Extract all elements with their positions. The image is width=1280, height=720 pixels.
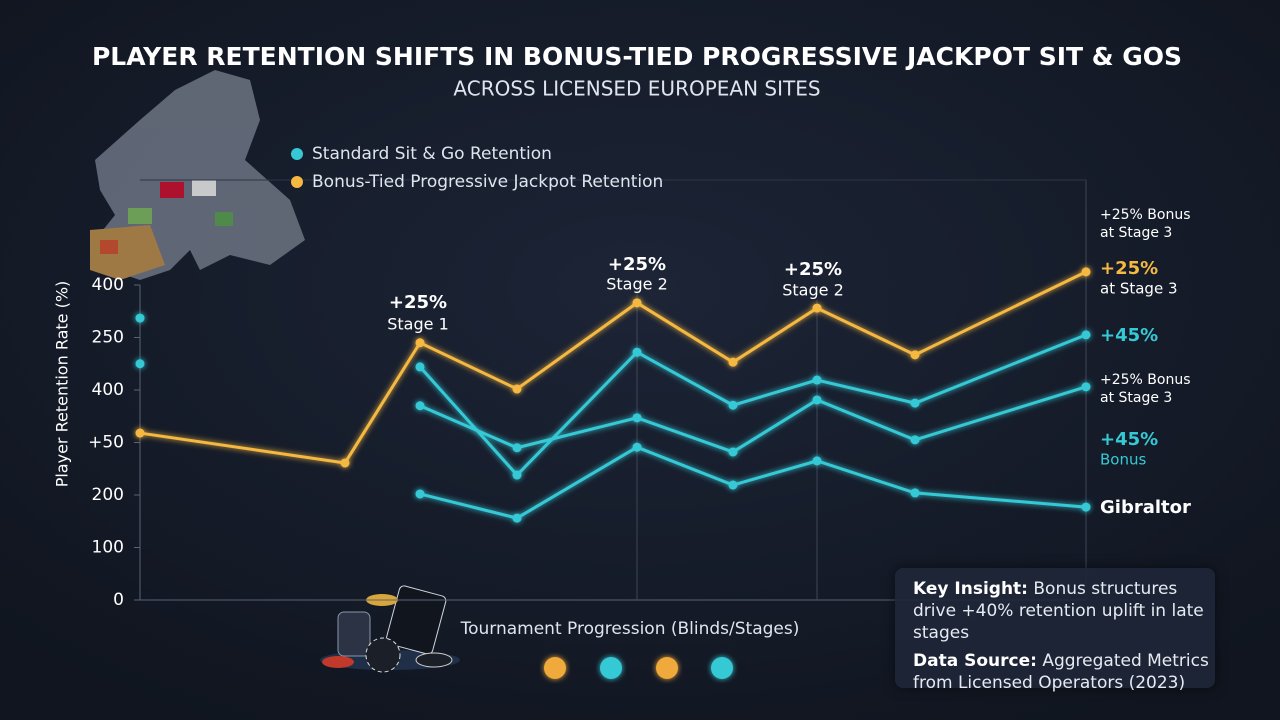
y-tick-label: 100 — [92, 538, 124, 558]
data-point — [632, 442, 642, 452]
annotation: +25% — [608, 254, 666, 275]
source: Data Source: Aggregated Metrics from Lic… — [913, 650, 1215, 694]
chart-title: PLAYER RETENTION SHIFTS IN BONUS-TIED PR… — [92, 42, 1182, 71]
data-point — [632, 347, 642, 357]
annotation: Stage 2 — [606, 275, 668, 294]
data-point — [135, 428, 145, 438]
insight-text: Bonus structures drive +40% retention up… — [913, 579, 1204, 643]
data-point — [632, 413, 642, 423]
data-point — [512, 443, 522, 453]
data-point — [910, 350, 920, 360]
data-point — [135, 313, 145, 323]
data-point — [1081, 267, 1091, 277]
data-point — [728, 447, 738, 457]
data-point — [415, 338, 425, 348]
annotation: at Stage 3 — [1100, 390, 1172, 406]
data-point — [135, 359, 145, 369]
data-point — [1081, 382, 1091, 392]
y-tick-label: 400 — [92, 275, 124, 295]
annotation: +45% — [1100, 429, 1158, 450]
data-point — [910, 435, 920, 445]
y-tick-label: +50 — [88, 433, 124, 453]
data-point — [415, 362, 425, 372]
annotation: +25% — [784, 259, 842, 280]
data-point — [812, 303, 822, 313]
annotation: Stage 1 — [387, 315, 449, 334]
y-tick-label: 400 — [92, 380, 124, 400]
y-axis-label: Player Retention Rate (%) — [53, 281, 72, 488]
annotation: +25% — [389, 292, 447, 313]
annotation: +25% — [1100, 258, 1158, 279]
series — [135, 359, 1091, 457]
flag-icon — [215, 212, 233, 226]
y-tick-label: 0 — [113, 590, 124, 610]
chart-subtitle: ACROSS LICENSED EUROPEAN SITES — [453, 77, 820, 101]
pot-icons — [544, 657, 733, 679]
data-point — [812, 375, 822, 385]
data-point — [512, 470, 522, 480]
data-point — [1081, 330, 1091, 340]
legend-swatch — [291, 148, 303, 160]
data-point — [728, 400, 738, 410]
series — [415, 442, 1091, 523]
source-text: Aggregated Metrics from Licensed Operato… — [913, 651, 1209, 693]
y-tick-label: 250 — [92, 328, 124, 348]
annotation: +25% Bonus — [1100, 207, 1191, 223]
flag-icon — [100, 240, 118, 254]
flag-icon — [160, 182, 184, 198]
annotation: at Stage 3 — [1100, 280, 1178, 298]
insight: Key Insight: Bonus structures drive +40%… — [913, 578, 1215, 644]
flag-icon — [192, 180, 216, 196]
x-axis-label: Tournament Progression (Blinds/Stages) — [460, 619, 800, 639]
map-decoration — [90, 70, 305, 280]
insight-label: Key Insight: — [913, 579, 1028, 599]
data-point — [910, 398, 920, 408]
legend-swatch — [291, 176, 303, 188]
data-point — [1081, 502, 1091, 512]
y-tick-label: 200 — [92, 485, 124, 505]
series — [135, 313, 1091, 480]
legend-label: Standard Sit & Go Retention — [312, 144, 552, 164]
data-point — [728, 480, 738, 490]
data-point — [812, 395, 822, 405]
data-point — [512, 384, 522, 394]
source-label: Data Source: — [913, 651, 1037, 671]
data-point — [415, 401, 425, 411]
annotation: Bonus — [1100, 451, 1146, 469]
annotation: +45% — [1100, 325, 1158, 346]
data-point — [632, 298, 642, 308]
annotation: at Stage 3 — [1100, 225, 1172, 241]
annotation: Gibraltor — [1100, 497, 1191, 518]
data-point — [910, 488, 920, 498]
data-point — [340, 458, 350, 468]
series — [135, 267, 1091, 468]
annotation: +25% Bonus — [1100, 372, 1191, 388]
data-point — [415, 489, 425, 499]
data-point — [728, 357, 738, 367]
data-point — [512, 513, 522, 523]
insight-box: Key Insight: Bonus structures drive +40%… — [895, 568, 1215, 693]
chips-decoration — [320, 585, 460, 673]
flag-icon — [128, 208, 152, 224]
legend-label: Bonus-Tied Progressive Jackpot Retention — [312, 172, 663, 192]
annotation: Stage 2 — [782, 281, 844, 300]
data-point — [812, 456, 822, 466]
